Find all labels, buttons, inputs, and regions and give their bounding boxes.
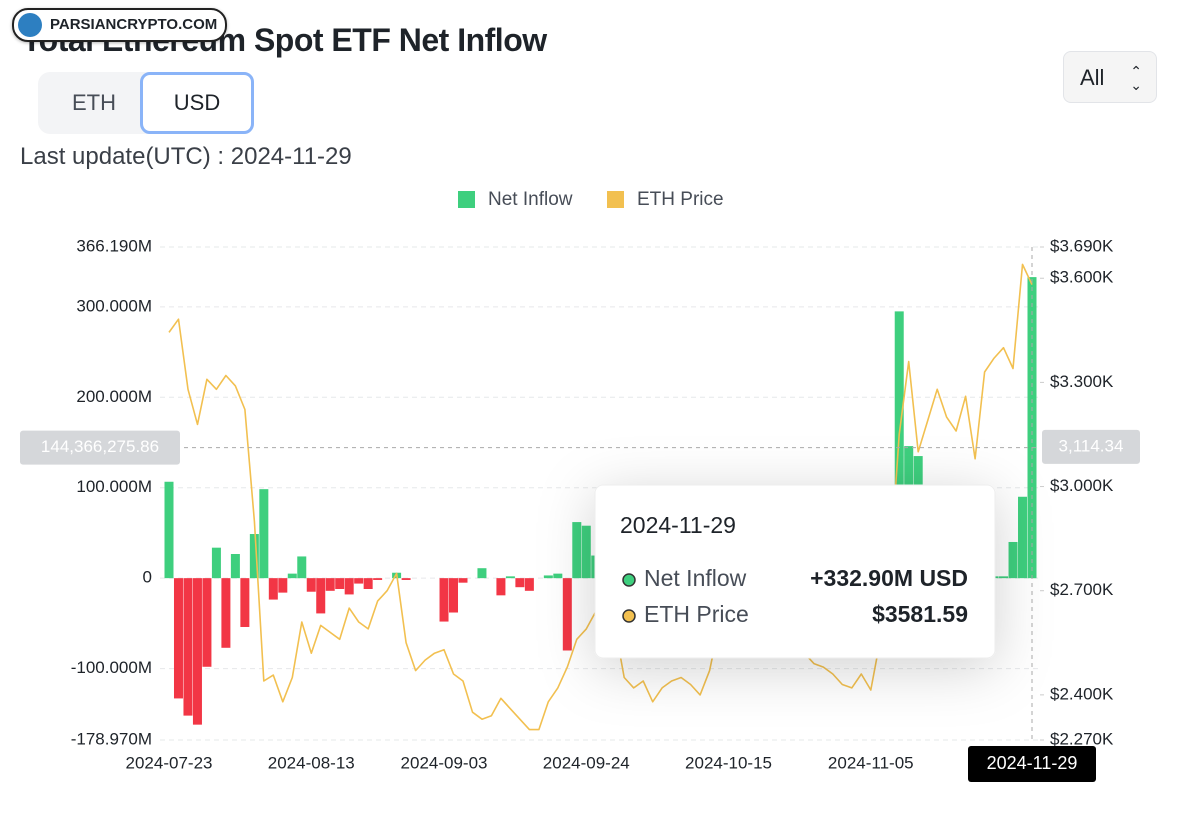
bar (449, 578, 459, 613)
bar (553, 573, 563, 579)
bar (363, 578, 373, 590)
bar (543, 575, 553, 579)
bar (221, 578, 231, 648)
y-tick-label: -100.000M (71, 658, 152, 677)
x-tick-label: 2024-09-03 (401, 753, 488, 772)
bar (316, 578, 326, 614)
last-update: Last update(UTC) : 2024-11-29 (20, 143, 352, 170)
y2-tick-label: $2.270K (1050, 729, 1114, 748)
tooltip-dot (622, 609, 636, 623)
bar (249, 534, 259, 579)
y2-tick-label: $2.700K (1050, 580, 1114, 599)
x-chip-label: 2024-11-29 (987, 753, 1078, 773)
crosshair-y2-label: 3,114.34 (1059, 436, 1124, 455)
bar (505, 576, 515, 579)
bar (344, 578, 354, 595)
bar (173, 578, 183, 699)
x-chip (968, 746, 1096, 782)
y2-tick-label: $3.600K (1050, 268, 1114, 287)
y-tick-label: -178.970M (71, 729, 152, 748)
unit-toggle: ETH USD (38, 72, 254, 134)
legend-swatch (458, 191, 475, 208)
logo-icon (18, 13, 42, 37)
x-tick-label: 2024-07-23 (126, 753, 213, 772)
x-tick-label: 2024-10-15 (685, 753, 772, 772)
bar (268, 578, 278, 600)
tooltip-box (594, 484, 996, 659)
bar (354, 578, 364, 584)
x-tick-label: 2024-08-13 (268, 753, 355, 772)
bar (999, 576, 1009, 579)
bar (496, 578, 506, 596)
bar (581, 525, 591, 579)
bar (458, 578, 468, 583)
bar (306, 578, 316, 592)
y2-tick-label: $3.000K (1050, 476, 1114, 495)
tooltip-value: $3581.59 (872, 601, 968, 627)
tooltip-value: +332.90M USD (810, 565, 968, 591)
bar (183, 578, 193, 716)
bar (202, 578, 212, 667)
bar (524, 578, 534, 591)
bar (287, 573, 297, 579)
bar (373, 578, 383, 580)
y2-tick-label: $3.690K (1050, 236, 1114, 255)
y2-tick-label: $2.400K (1050, 684, 1114, 703)
bar (477, 568, 487, 579)
tooltip-date: 2024-11-29 (620, 512, 736, 538)
logo: PARSIANCRYPTO.COM (12, 8, 228, 42)
tooltip-name: Net Inflow (644, 565, 747, 591)
legend-label: Net Inflow (488, 189, 573, 210)
bar (297, 556, 307, 579)
bar (164, 481, 174, 579)
select-arrows: ⌃ ⌄ (1130, 63, 1142, 93)
bar (515, 578, 525, 588)
y-tick-label: 100.000M (76, 477, 152, 496)
bar (1027, 277, 1037, 579)
y2-tick-label: $3.300K (1050, 372, 1114, 391)
crosshair-y2-box (1042, 429, 1140, 464)
x-tick-label: 2024-09-24 (543, 753, 630, 772)
bar (240, 578, 250, 627)
select-text: All (1080, 65, 1105, 90)
bar (562, 578, 572, 651)
bar (278, 578, 288, 593)
x-tick-label: 2024-11-05 (828, 753, 914, 772)
crosshair-y-box (20, 430, 180, 465)
bar (335, 578, 345, 590)
bar (1018, 496, 1028, 579)
bar (439, 578, 449, 622)
legend-swatch (607, 191, 624, 208)
bar (259, 489, 269, 579)
bar (192, 578, 202, 725)
y-tick-label: 200.000M (76, 387, 152, 406)
range-select[interactable]: All ⌃ ⌄ (1063, 51, 1157, 103)
bar (230, 554, 240, 579)
tooltip-name: ETH Price (644, 601, 749, 627)
legend-label: ETH Price (637, 189, 724, 210)
bar (211, 547, 221, 579)
crosshair-y-label: 144,366,275.86 (41, 437, 159, 456)
y-tick-label: 300.000M (76, 296, 152, 315)
bar (1008, 541, 1018, 579)
toggle-eth[interactable]: ETH (72, 90, 116, 115)
tooltip-dot (622, 573, 636, 587)
logo-text: PARSIANCRYPTO.COM (50, 16, 218, 33)
bar (325, 578, 335, 591)
bar (401, 578, 411, 580)
toggle-usd[interactable]: USD (140, 72, 254, 134)
bar (572, 522, 582, 579)
y-tick-label: 0 (143, 568, 152, 587)
y-tick-label: 366.190M (76, 236, 152, 255)
